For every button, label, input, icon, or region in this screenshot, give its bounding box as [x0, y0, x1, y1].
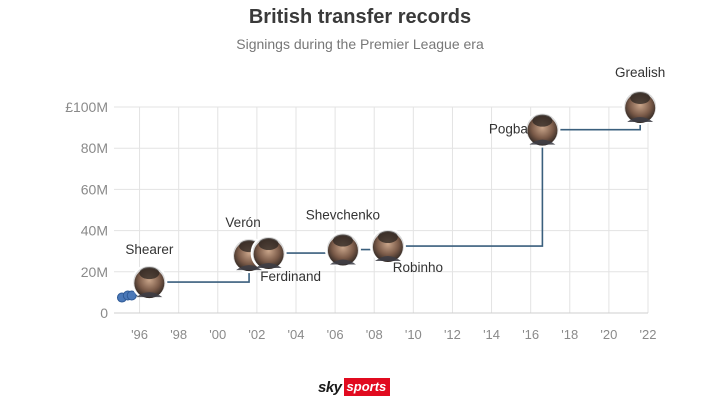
record-marker-small: [126, 290, 137, 301]
chart-subtitle: Signings during the Premier League era: [236, 36, 484, 52]
x-tick-label: '96: [131, 327, 148, 342]
x-tick-label: '00: [209, 327, 226, 342]
player-marker: [131, 264, 168, 301]
player-shirt: [374, 256, 401, 262]
y-tick-label: 80M: [81, 140, 108, 156]
x-tick-label: '08: [366, 327, 383, 342]
player-marker: [369, 228, 406, 265]
player-label: Ferdinand: [260, 269, 321, 284]
y-tick-label: 20M: [81, 264, 108, 280]
player-hair: [332, 234, 353, 247]
chart-title: British transfer records: [248, 6, 472, 28]
player-marker: [324, 231, 361, 268]
y-tick-label: 60M: [81, 181, 108, 197]
x-tick-label: '22: [640, 327, 657, 342]
x-tick-label: '06: [327, 327, 344, 342]
player-hair: [139, 267, 160, 280]
x-tick-label: '14: [483, 327, 500, 342]
player-shirt: [329, 259, 356, 265]
logo-sky-text: sky: [318, 378, 342, 396]
x-tick-label: '12: [444, 327, 461, 342]
player-shirt: [236, 265, 263, 271]
player-marker: [524, 111, 561, 148]
player-shirt: [627, 117, 654, 122]
player-label: Robinho: [393, 260, 443, 275]
y-tick-label: £100M: [65, 99, 108, 115]
player-label: Shearer: [125, 242, 174, 257]
player-shirt: [136, 292, 163, 298]
x-tick-label: '20: [600, 327, 617, 342]
record-step-line: [121, 106, 653, 299]
x-tick-label: '02: [248, 327, 265, 342]
player-label: Shevchenko: [306, 208, 380, 223]
player-hair: [258, 238, 279, 251]
y-tick-label: 40M: [81, 223, 108, 239]
x-tick-label: '10: [405, 327, 422, 342]
y-tick-label: 0: [100, 305, 108, 321]
player-marker: [622, 89, 659, 125]
x-tick-label: '04: [288, 327, 305, 342]
logo-sports-text: sports: [343, 378, 391, 396]
player-hair: [532, 114, 553, 127]
player-marker: [250, 235, 287, 272]
player-hair: [630, 92, 651, 104]
player-shirt: [529, 139, 556, 145]
player-label: Pogba: [489, 122, 529, 137]
x-tick-label: '98: [170, 327, 187, 342]
player-label: Grealish: [615, 65, 665, 80]
x-tick-label: '16: [522, 327, 539, 342]
player-label: Verón: [225, 215, 260, 230]
player-shirt: [255, 263, 282, 269]
x-tick-label: '18: [561, 327, 578, 342]
sky-sports-logo: sky sports: [318, 377, 391, 397]
player-hair: [377, 231, 398, 244]
